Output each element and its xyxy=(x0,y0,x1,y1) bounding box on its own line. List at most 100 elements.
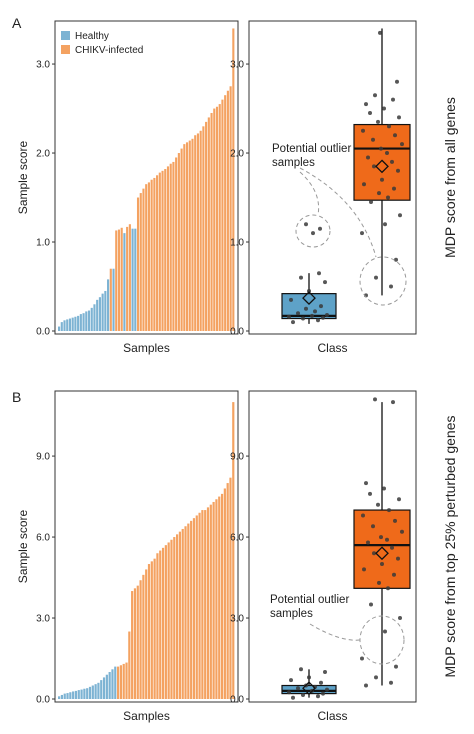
annotation-a-line-1: Potential outlier xyxy=(272,143,351,155)
plot-frame-b-bars xyxy=(54,390,239,703)
point-b-0-7 xyxy=(296,686,300,691)
point-b-1-17 xyxy=(385,537,389,542)
bar-a-20 xyxy=(112,268,115,331)
bar-b-19 xyxy=(111,669,114,699)
bar-a-0 xyxy=(58,326,61,331)
bar-a-22 xyxy=(117,229,121,331)
bar-b-60 xyxy=(226,483,229,699)
point-a-1-32 xyxy=(378,30,382,35)
bar-b-40 xyxy=(170,539,173,699)
point-a-1-21 xyxy=(393,133,397,138)
point-b-1-19 xyxy=(400,529,404,534)
point-a-0-18 xyxy=(304,222,308,227)
bar-a-57 xyxy=(213,108,216,331)
point-a-0-15 xyxy=(317,271,321,276)
bar-b-43 xyxy=(178,531,181,699)
bar-a-26 xyxy=(128,224,131,331)
bar-b-24 xyxy=(125,662,128,699)
y-axis-title-a-bars: Sample score xyxy=(16,140,30,214)
bar-b-30 xyxy=(142,574,145,699)
point-b-1-12 xyxy=(380,562,384,566)
bar-a-27 xyxy=(131,228,134,331)
bar-a-48 xyxy=(188,140,191,331)
point-a-0-16 xyxy=(311,231,315,236)
plot-frame-b-box xyxy=(248,390,417,703)
y-tick-label-b-bars-3: 9.0 xyxy=(36,452,50,463)
y-axis-title-b-bars: Sample score xyxy=(16,509,30,583)
point-b-1-0 xyxy=(364,683,368,688)
bar-a-47 xyxy=(185,142,189,331)
bar-b-28 xyxy=(136,585,139,699)
point-a-1-18 xyxy=(379,146,383,151)
point-b-0-3 xyxy=(321,691,325,696)
bar-b-33 xyxy=(150,561,153,699)
bar-a-1 xyxy=(60,322,63,331)
point-a-0-2 xyxy=(301,316,305,321)
point-a-0-10 xyxy=(319,304,323,309)
x-axis-title-b-bars: Samples xyxy=(123,709,170,723)
point-b-1-30 xyxy=(373,397,377,402)
y-tick-label-a-bars-1: 1.0 xyxy=(36,238,50,249)
point-a-0-4 xyxy=(287,314,291,319)
annotation-b-ellipse xyxy=(359,615,405,665)
bar-a-2 xyxy=(63,320,66,331)
panel-a-box-plot: 0.0 1.0 2.0 3.0 Class MDP score from all gene… xyxy=(230,20,458,355)
bar-a-35 xyxy=(153,177,156,331)
point-a-1-1 xyxy=(389,284,393,289)
bar-a-45 xyxy=(180,148,183,331)
bar-a-23 xyxy=(120,227,123,331)
point-b-1-29 xyxy=(391,400,395,405)
annotation-b-line-1: Potential outlier xyxy=(270,594,349,606)
point-a-1-6 xyxy=(398,213,402,218)
bar-b-62 xyxy=(232,402,235,699)
bar-b-6 xyxy=(74,690,78,699)
bar-a-52 xyxy=(199,130,202,331)
bar-b-21 xyxy=(117,666,120,699)
panel-b-box-plot: 0.0 3.0 6.0 9.0 Class MDP score from top 25% … xyxy=(230,390,458,723)
bar-b-61 xyxy=(229,477,232,699)
point-a-1-9 xyxy=(377,191,381,196)
bar-a-17 xyxy=(104,290,107,331)
plot-frame-a-box xyxy=(248,20,417,335)
point-a-1-23 xyxy=(387,124,391,129)
bar-b-56 xyxy=(215,499,218,699)
point-b-1-24 xyxy=(376,502,380,507)
bar-a-51 xyxy=(196,133,199,331)
bar-b-47 xyxy=(190,520,193,699)
point-b-0-14 xyxy=(299,667,303,672)
y-tick-label-b-box-0: 0.0 xyxy=(230,695,244,706)
point-a-1-19 xyxy=(400,142,404,147)
point-b-1-9 xyxy=(377,580,381,585)
point-a-1-16 xyxy=(366,155,370,160)
bar-a-42 xyxy=(172,161,175,331)
bar-a-31 xyxy=(142,188,145,331)
point-b-1-4 xyxy=(360,656,364,661)
bar-b-52 xyxy=(204,510,207,699)
bar-b-45 xyxy=(184,526,187,699)
point-b-1-13 xyxy=(396,556,400,561)
box-b-1 xyxy=(353,509,411,589)
bar-a-28 xyxy=(134,228,137,331)
point-b-0-2 xyxy=(301,693,305,697)
bar-b-38 xyxy=(164,545,167,699)
y-tick-label-b-bars-0: 0.0 xyxy=(36,695,50,706)
bar-a-13 xyxy=(93,304,96,331)
legend-label-healthy: Healthy xyxy=(75,31,109,42)
point-b-1-25 xyxy=(397,497,401,502)
point-b-0-6 xyxy=(325,687,329,692)
legend-swatch-infected xyxy=(61,45,70,54)
bar-b-14 xyxy=(97,682,100,699)
bar-a-32 xyxy=(145,184,148,331)
bar-b-18 xyxy=(108,672,111,699)
bar-a-16 xyxy=(101,293,104,331)
point-b-1-23 xyxy=(387,508,391,513)
mean-marker-b-1 xyxy=(375,546,389,561)
point-a-0-5 xyxy=(310,313,314,318)
bar-b-29 xyxy=(139,580,142,699)
point-b-1-28 xyxy=(364,481,368,486)
bar-b-44 xyxy=(181,528,184,699)
point-a-1-29 xyxy=(391,97,395,102)
bar-a-63 xyxy=(229,86,232,331)
legend-swatch-healthy xyxy=(61,31,70,40)
